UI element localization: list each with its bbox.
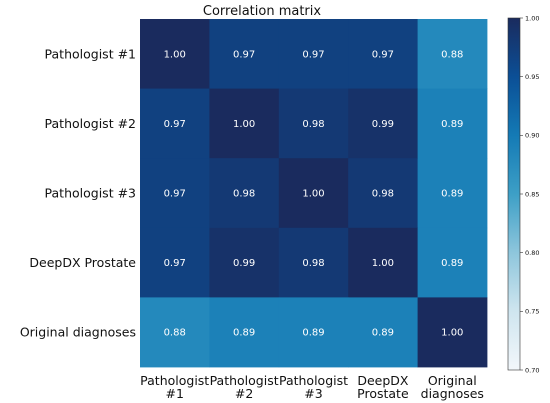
colorbar-gradient	[507, 17, 521, 371]
heatmap-cell	[348, 297, 418, 368]
column-label: Pathologist	[279, 373, 348, 388]
cell-value-label: 0.97	[233, 49, 255, 60]
cell-value-label: 0.88	[441, 49, 463, 60]
column-label: diagnoses	[421, 386, 484, 401]
column-label: DeepDX	[357, 373, 409, 388]
heatmap-cell	[209, 227, 280, 298]
heatmap-cell	[348, 227, 418, 298]
heatmap-cell	[417, 88, 488, 159]
cell-value-label: 0.89	[441, 189, 463, 200]
cell-value-label: 1.00	[302, 189, 324, 200]
heatmap-cell	[348, 19, 418, 89]
heatmap-cell	[140, 158, 210, 229]
heatmap-cell	[140, 19, 210, 89]
chart-title: Correlation matrix	[203, 4, 322, 19]
heatmap-cell	[209, 297, 280, 368]
heatmap-cell	[278, 158, 349, 229]
heatmap-cell	[417, 19, 488, 89]
cell-value-label: 0.89	[372, 328, 394, 339]
cell-value-label: 0.89	[441, 119, 463, 130]
colorbar: 1.00 0.95 0.90 0.85 0.80 0.75 0.70	[507, 14, 539, 374]
cell-value-label: 0.97	[302, 49, 324, 60]
heatmap-cell	[278, 297, 349, 368]
cell-value-label: 0.89	[302, 328, 324, 339]
cell-value-label: 0.98	[233, 189, 255, 200]
colorbar-tick-label: 0.70	[525, 366, 539, 374]
cell-value-label: 0.97	[164, 189, 186, 200]
row-label: Pathologist #2	[45, 116, 136, 131]
column-label: #2	[235, 386, 253, 401]
cell-value-label: 1.00	[372, 258, 394, 269]
colorbar-tick-label: 0.95	[525, 73, 539, 81]
column-label: Prostate	[357, 386, 409, 401]
heatmap-cell	[140, 227, 210, 298]
row-labels: Pathologist #1 Pathologist #2 Pathologist …	[20, 46, 136, 339]
heatmap-cells: 1.00 0.97 0.97 0.97 0.88 0.97 1.00 0.98 0.99 0.89…	[140, 19, 488, 368]
column-labels: Pathologist#1Pathologist#2Pathologist#3D…	[140, 373, 484, 401]
heatmap-cell	[209, 88, 280, 159]
colorbar-tick-label: 0.85	[525, 190, 539, 198]
heatmap-cell	[140, 88, 210, 159]
cell-value-label: 0.89	[441, 258, 463, 269]
heatmap-cell	[140, 297, 210, 368]
heatmap-cell	[417, 297, 488, 368]
cell-value-label: 0.97	[164, 258, 186, 269]
colorbar-tick-label: 0.80	[525, 249, 539, 257]
cell-value-label: 0.97	[164, 119, 186, 130]
cell-value-label: 1.00	[164, 49, 186, 60]
heatmap-cell	[348, 158, 418, 229]
cell-value-label: 0.99	[233, 258, 255, 269]
heatmap-cell	[209, 158, 280, 229]
heatmap-cell	[417, 227, 488, 298]
heatmap-cell	[417, 158, 488, 229]
heatmap-cell	[209, 19, 280, 89]
row-label: Pathologist #1	[45, 46, 136, 61]
colorbar-tick-label: 0.75	[525, 308, 539, 316]
cell-value-label: 1.00	[233, 119, 255, 130]
heatmap-cell	[278, 227, 349, 298]
cell-value-label: 0.97	[372, 49, 394, 60]
heatmap-cell	[278, 88, 349, 159]
column-label: Pathologist	[140, 373, 209, 388]
row-label: Pathologist #3	[45, 186, 136, 201]
column-label: #1	[165, 386, 183, 401]
cell-value-label: 0.89	[233, 328, 255, 339]
colorbar-tick-label: 0.90	[525, 132, 539, 140]
cell-value-label: 0.98	[302, 119, 324, 130]
cell-value-label: 0.98	[302, 258, 324, 269]
heatmap-cell	[348, 88, 418, 159]
row-label: Original diagnoses	[20, 325, 136, 340]
cell-value-label: 1.00	[441, 328, 463, 339]
cell-value-label: 0.98	[372, 189, 394, 200]
cell-value-label: 0.99	[372, 119, 394, 130]
column-label: Original	[428, 373, 477, 388]
heatmap-cell	[278, 19, 349, 89]
cell-value-label: 0.88	[164, 328, 186, 339]
column-label: Pathologist	[210, 373, 279, 388]
colorbar-tick-label: 1.00	[525, 14, 539, 22]
row-label: DeepDX Prostate	[29, 255, 136, 270]
column-label: #3	[304, 386, 322, 401]
